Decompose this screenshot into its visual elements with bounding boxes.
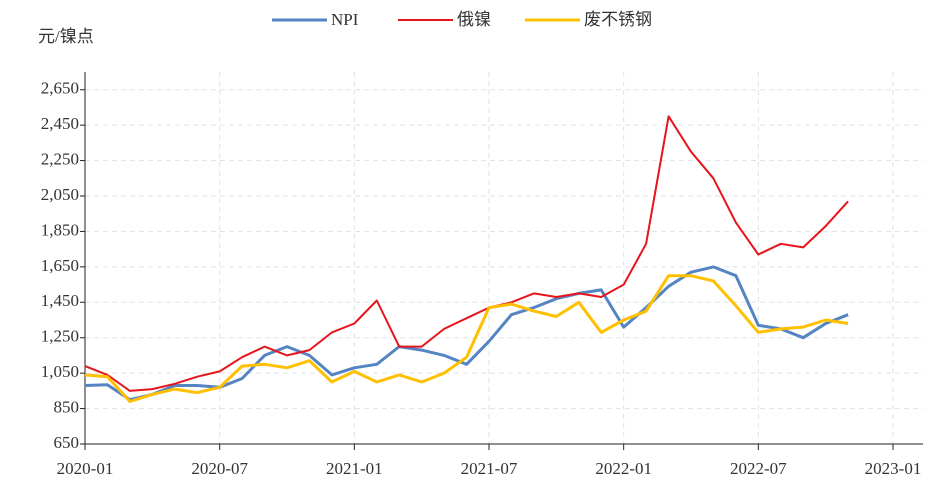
x-tick-label: 2023-01: [865, 459, 922, 478]
y-tick-label: 1,450: [41, 291, 79, 310]
x-tick-label: 2021-01: [326, 459, 383, 478]
y-tick-label: 2,050: [41, 185, 79, 204]
y-tick-label: 850: [54, 397, 80, 416]
y-tick-label: 1,050: [41, 362, 79, 381]
y-tick-label: 1,650: [41, 256, 79, 275]
x-tick-label: 2020-01: [57, 459, 114, 478]
series-line: [84, 274, 849, 403]
x-tick-label: 2021-07: [461, 459, 518, 478]
y-tick-label: 2,450: [41, 114, 79, 133]
x-tick-label: 2022-01: [595, 459, 652, 478]
series-line: [84, 115, 849, 392]
legend-label: 俄镍: [457, 10, 491, 29]
y-tick-label: 650: [54, 433, 80, 452]
y-tick-label: 2,650: [41, 79, 79, 98]
series-line: [84, 265, 849, 402]
legend-label: 废不锈钢: [584, 10, 652, 29]
y-tick-label: 1,850: [41, 220, 79, 239]
x-tick-label: 2022-07: [730, 459, 787, 478]
y-tick-label: 1,250: [41, 327, 79, 346]
y-axis-label: 元/镍点: [38, 27, 94, 46]
legend-label: NPI: [331, 10, 359, 29]
x-tick-label: 2020-07: [191, 459, 248, 478]
y-tick-label: 2,250: [41, 149, 79, 168]
